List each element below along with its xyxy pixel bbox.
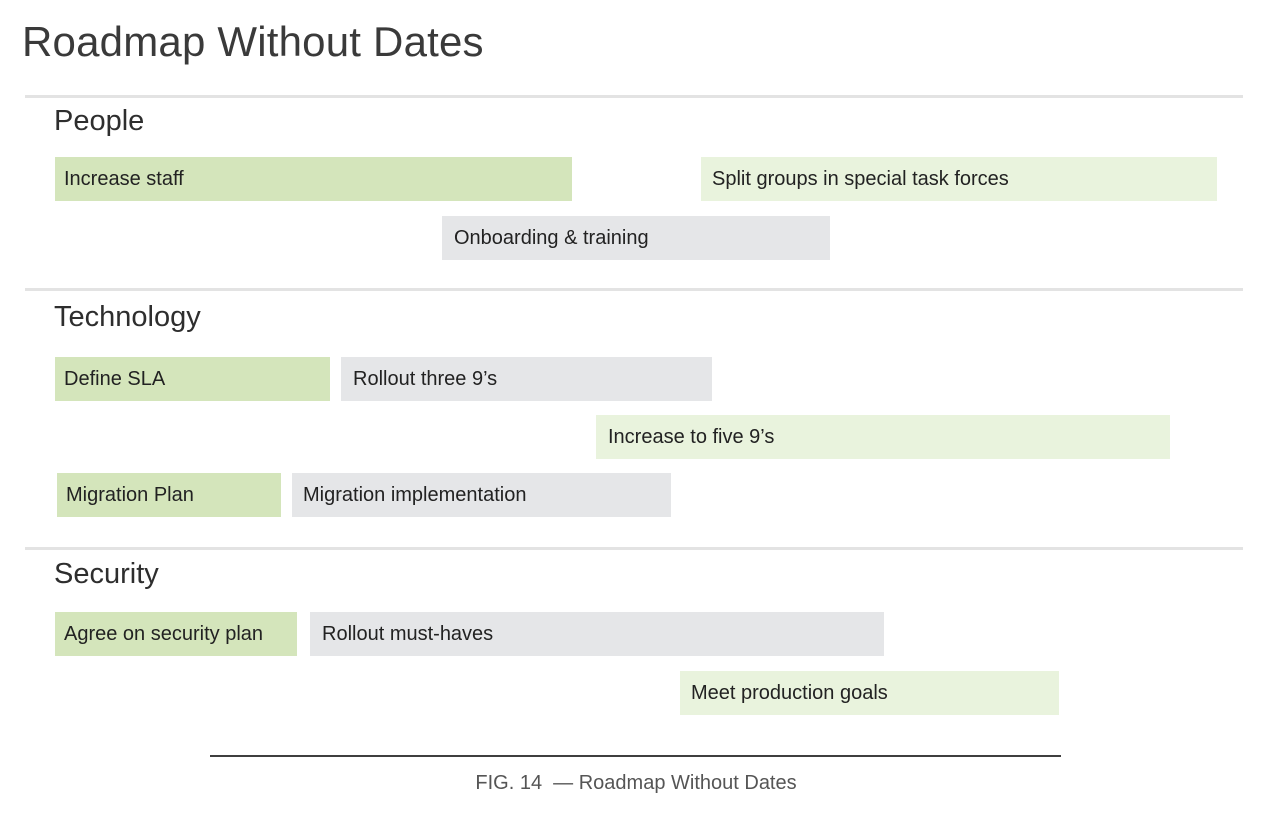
roadmap-item-define-sla: Define SLA	[55, 357, 330, 401]
roadmap-item-meet-production-goals: Meet production goals	[680, 671, 1059, 715]
roadmap-item-rollout-three-nines: Rollout three 9’s	[341, 357, 712, 401]
roadmap-item-increase-staff: Increase staff	[55, 157, 572, 201]
roadmap-item-agree-security-plan: Agree on security plan	[55, 612, 297, 656]
section-divider-security	[25, 547, 1243, 550]
section-title-technology: Technology	[54, 301, 201, 333]
roadmap-item-onboarding-training: Onboarding & training	[442, 216, 830, 260]
roadmap-item-migration-plan: Migration Plan	[57, 473, 281, 517]
section-divider-people	[25, 95, 1243, 98]
roadmap-item-migration-implementation: Migration implementation	[292, 473, 671, 517]
roadmap-item-increase-five-nines: Increase to five 9’s	[596, 415, 1170, 459]
roadmap-item-split-groups: Split groups in special task forces	[701, 157, 1217, 201]
roadmap-item-rollout-must-haves: Rollout must-haves	[310, 612, 884, 656]
page-title: Roadmap Without Dates	[22, 18, 484, 65]
section-title-people: People	[54, 105, 145, 137]
section-divider-technology	[25, 288, 1243, 291]
caption-rule	[210, 755, 1061, 757]
figure-caption: FIG. 14 — Roadmap Without Dates	[475, 772, 797, 794]
section-title-security: Security	[54, 558, 159, 590]
